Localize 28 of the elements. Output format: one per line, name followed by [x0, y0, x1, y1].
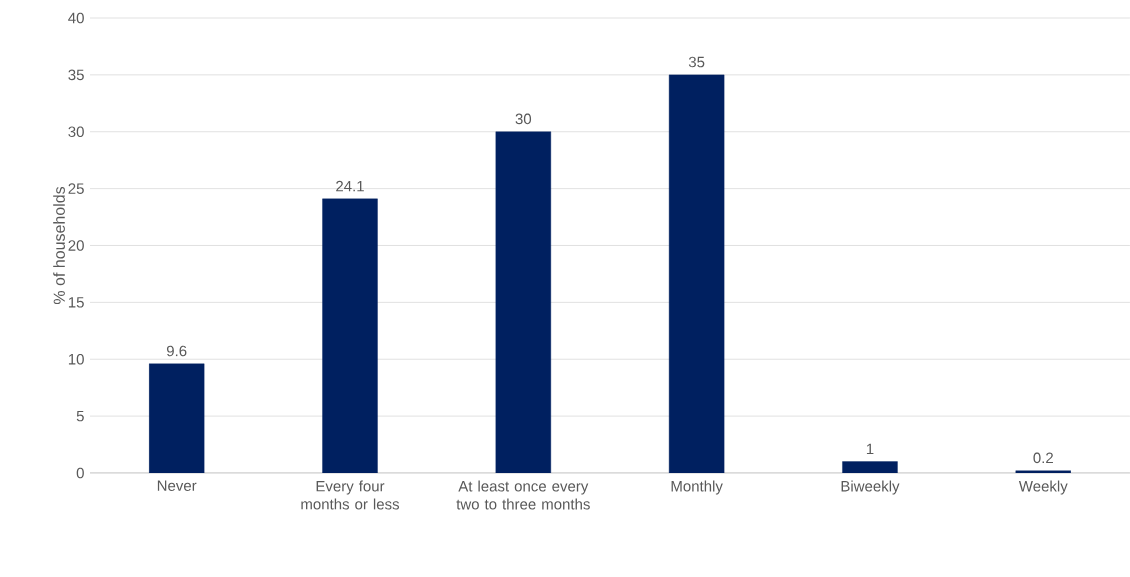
x-tick-label: Never — [157, 480, 197, 491]
data-label: 24.1 — [336, 180, 364, 192]
bar — [495, 131, 552, 473]
data-label: 0.2 — [1033, 452, 1053, 464]
y-tick-label: 25 — [68, 183, 84, 194]
data-label: 35 — [688, 56, 705, 68]
data-label: 1 — [866, 443, 874, 455]
y-tick-label: 35 — [68, 69, 84, 81]
bar — [668, 74, 725, 473]
y-tick-label: 20 — [68, 240, 84, 251]
bar — [1015, 470, 1071, 473]
y-tick-label: 5 — [76, 410, 84, 422]
x-tick-label: Monthly — [671, 480, 723, 495]
y-axis-title: % of households — [53, 186, 65, 305]
x-tick-label: Biweekly — [841, 480, 900, 495]
data-label: 9.6 — [166, 345, 187, 357]
y-tick-label: 40 — [68, 12, 84, 24]
x-tick-label: Every four months or less — [301, 480, 400, 510]
data-label: 30 — [515, 113, 532, 125]
y-tick-label: 30 — [68, 126, 84, 138]
x-tick-label: At least once every two to three months — [456, 480, 590, 510]
bar — [322, 198, 378, 473]
bar — [148, 363, 205, 473]
y-tick-label: 15 — [68, 297, 84, 308]
y-tick-label: 0 — [76, 467, 84, 479]
x-tick-label: Weekly — [1018, 480, 1068, 495]
y-tick-label: 10 — [68, 353, 84, 365]
bar — [842, 461, 898, 473]
